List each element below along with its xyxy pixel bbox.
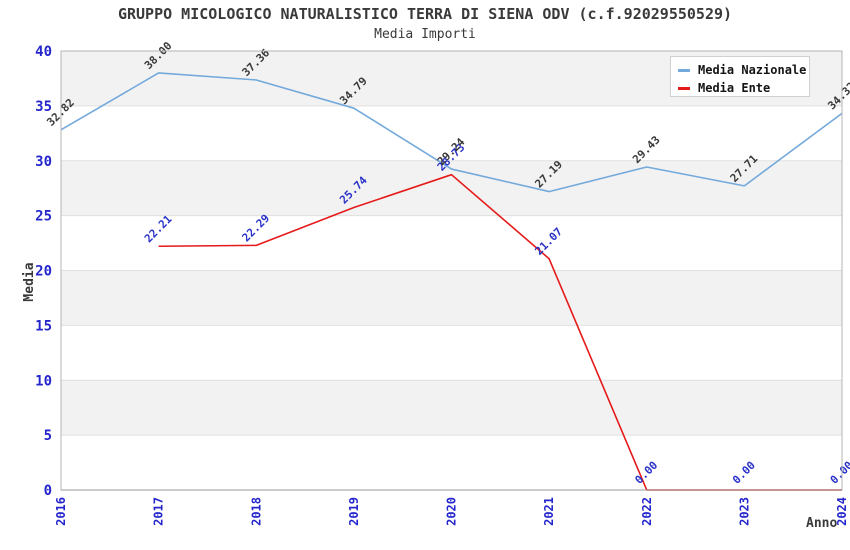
y-tick-label: 35 — [35, 99, 52, 115]
y-tick-label: 15 — [35, 318, 52, 334]
x-tick-label: 2016 — [54, 497, 68, 526]
media-ente-line-swatch-icon — [678, 86, 690, 90]
x-tick-label: 2017 — [152, 497, 166, 526]
y-tick-label: 10 — [35, 373, 52, 389]
x-tick-label: 2022 — [640, 497, 654, 526]
y-tick-label: 20 — [35, 264, 52, 280]
point-label-media-ente: 22.29 — [240, 212, 273, 245]
y-tick-label: 40 — [35, 44, 52, 60]
y-axis-title: Media — [22, 262, 37, 302]
legend-label-media-nazionale: Media Nazionale — [698, 63, 807, 77]
y-tick-label: 25 — [35, 209, 52, 225]
point-label-media-ente: 21.07 — [532, 225, 565, 258]
x-tick-label: 2021 — [542, 497, 556, 526]
plot-band — [61, 270, 842, 326]
y-tick-label: 0 — [44, 483, 52, 499]
point-label-media-ente: 0.00 — [730, 459, 758, 487]
chart-title: GRUPPO MICOLOGICO NATURALISTICO TERRA DI… — [117, 5, 733, 23]
legend: Media Nazionale Media Ente — [670, 56, 810, 97]
plot-band — [61, 380, 842, 436]
legend-label-media-ente: Media Ente — [698, 81, 771, 95]
point-label-media-ente: 22.21 — [142, 212, 175, 245]
legend-item-media-ente: Media Ente — [678, 79, 809, 97]
point-label-media-ente: 0.00 — [828, 459, 850, 487]
x-axis-title: Anno — [806, 516, 838, 531]
chart-subtitle: Media Importi — [374, 27, 476, 42]
y-tick-label: 5 — [44, 428, 52, 444]
x-tick-label: 2024 — [835, 497, 849, 526]
legend-item-media-nazionale: Media Nazionale — [678, 61, 809, 79]
media-nazionale-line-swatch-icon — [678, 68, 690, 72]
x-tick-label: 2023 — [737, 497, 751, 526]
y-tick-label: 30 — [35, 154, 52, 170]
x-tick-label: 2019 — [347, 497, 361, 526]
x-tick-label: 2018 — [249, 497, 263, 526]
point-label-media-ente: 0.00 — [632, 459, 660, 487]
x-tick-label: 2020 — [445, 497, 459, 526]
series-line-media-nazionale — [60, 72, 843, 193]
